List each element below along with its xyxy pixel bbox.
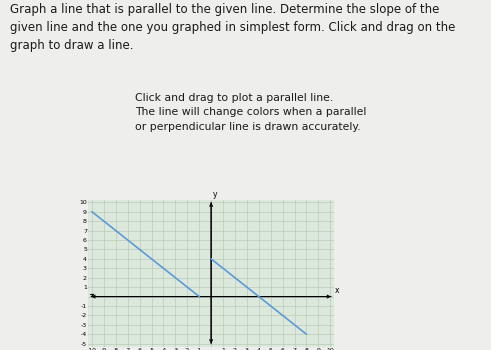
- Text: Click and drag to plot a parallel line.
The line will change colors when a paral: Click and drag to plot a parallel line. …: [135, 93, 366, 132]
- Text: Graph a line that is parallel to the given line. Determine the slope of the
give: Graph a line that is parallel to the giv…: [10, 4, 455, 52]
- Text: x: x: [335, 286, 340, 295]
- Text: y: y: [213, 190, 218, 199]
